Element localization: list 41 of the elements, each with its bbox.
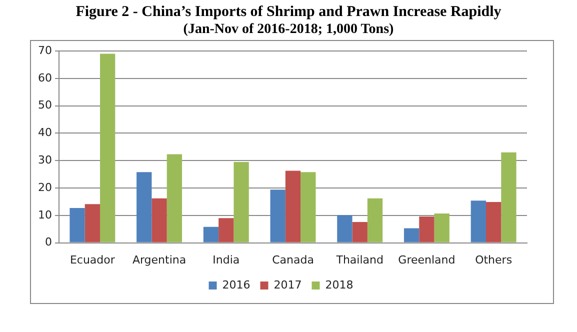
x-tick-label: Others bbox=[475, 253, 512, 266]
bar bbox=[501, 152, 516, 242]
bar bbox=[470, 200, 486, 242]
bar bbox=[337, 215, 352, 242]
y-tick-label: 70 bbox=[38, 44, 52, 57]
chart-subtitle: (Jan-Nov of 2016-2018; 1,000 Tons) bbox=[182, 21, 395, 38]
legend-label: 2018 bbox=[325, 278, 354, 292]
bar bbox=[100, 54, 116, 242]
x-tick-label: Canada bbox=[272, 253, 314, 266]
y-tick-label: 60 bbox=[38, 71, 52, 84]
bar bbox=[404, 228, 420, 242]
x-tick-label: Argentina bbox=[132, 253, 186, 266]
bar bbox=[300, 172, 316, 242]
bar bbox=[203, 226, 219, 242]
x-tick-label: India bbox=[212, 253, 240, 266]
x-tick-label: Thailand bbox=[335, 253, 384, 266]
bar bbox=[136, 172, 152, 242]
legend-label: 2017 bbox=[274, 278, 302, 292]
bar bbox=[234, 162, 249, 242]
bar bbox=[84, 204, 100, 242]
bar bbox=[367, 198, 383, 242]
bar bbox=[434, 213, 450, 242]
y-tick-label: 10 bbox=[38, 208, 52, 222]
bar bbox=[270, 190, 286, 242]
y-tick-label: 20 bbox=[38, 180, 52, 194]
bar bbox=[166, 154, 182, 242]
legend-label: 2016 bbox=[222, 278, 250, 292]
bar bbox=[285, 170, 301, 242]
x-tick-label: Ecuador bbox=[70, 253, 116, 266]
y-tick-label: 30 bbox=[38, 153, 52, 166]
bar bbox=[152, 198, 167, 242]
bar bbox=[352, 222, 368, 242]
bar bbox=[419, 216, 434, 242]
bar bbox=[486, 202, 502, 242]
x-tick-label: Greenland bbox=[398, 253, 456, 266]
bar bbox=[70, 208, 85, 242]
y-tick-label: 50 bbox=[38, 98, 52, 112]
bar bbox=[218, 218, 234, 242]
y-tick-label: 40 bbox=[38, 126, 52, 140]
y-tick-label: 0 bbox=[44, 236, 52, 249]
chart-title: Figure 2 - China’s Imports of Shrimp and Prawn Increase Rapidly bbox=[74, 3, 502, 21]
